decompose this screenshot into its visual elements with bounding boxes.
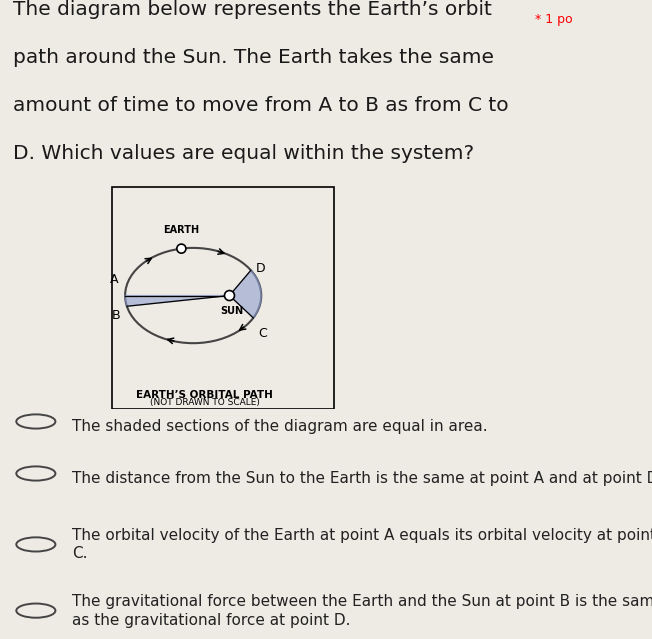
Circle shape: [177, 244, 186, 253]
Text: D: D: [256, 261, 265, 275]
Text: The orbital velocity of the Earth at point A equals its orbital velocity at poin: The orbital velocity of the Earth at poi…: [72, 528, 652, 562]
Text: * 1 po: * 1 po: [535, 13, 572, 26]
Text: The distance from the Sun to the Earth is the same at point A and at point D.: The distance from the Sun to the Earth i…: [72, 471, 652, 486]
Text: The gravitational force between the Earth and the Sun at point B is the same
as : The gravitational force between the Eart…: [72, 594, 652, 627]
Text: amount of time to move from A to B as from C to: amount of time to move from A to B as fr…: [13, 96, 509, 115]
Text: The diagram below represents the Earth’s orbit: The diagram below represents the Earth’s…: [13, 0, 492, 19]
Circle shape: [224, 291, 235, 300]
Text: EARTH: EARTH: [163, 225, 200, 235]
Text: B: B: [111, 309, 120, 321]
Text: D. Which values are equal within the system?: D. Which values are equal within the sys…: [13, 144, 474, 163]
Bar: [111, 187, 334, 409]
Text: path around the Sun. The Earth takes the same: path around the Sun. The Earth takes the…: [13, 48, 494, 67]
Text: SUN: SUN: [220, 306, 243, 316]
Text: The shaded sections of the diagram are equal in area.: The shaded sections of the diagram are e…: [72, 419, 487, 434]
Polygon shape: [125, 295, 230, 306]
Text: A: A: [110, 273, 118, 286]
Text: (NOT DRAWN TO SCALE): (NOT DRAWN TO SCALE): [149, 397, 259, 406]
Text: EARTH’S ORBITAL PATH: EARTH’S ORBITAL PATH: [136, 390, 273, 401]
Polygon shape: [230, 270, 261, 318]
Text: C: C: [258, 327, 267, 340]
